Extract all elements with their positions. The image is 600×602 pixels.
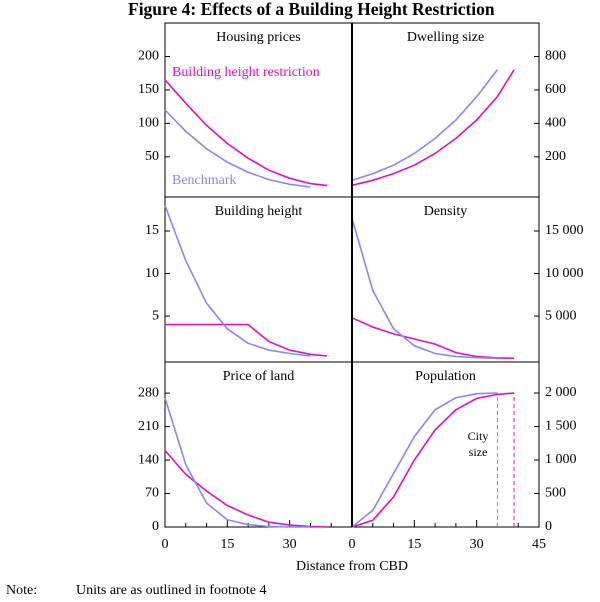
panel-title: Density	[424, 204, 468, 219]
panel-frame	[164, 361, 353, 528]
panel-frame	[351, 196, 540, 363]
x-tick-label: 15	[220, 537, 234, 552]
x-axis-label: Distance from CBD	[296, 559, 408, 574]
y-tick-label: 800	[545, 49, 566, 64]
series-line	[164, 397, 311, 528]
y-tick-label: 5	[152, 308, 159, 323]
y-tick-label: 200	[545, 149, 566, 164]
legend-label: Benchmark	[172, 173, 237, 188]
series-line	[164, 109, 311, 188]
y-tick-label: 280	[138, 385, 159, 400]
y-tick-label: 400	[545, 116, 566, 131]
series-line	[351, 69, 499, 182]
y-tick-label: 10	[145, 266, 159, 281]
y-tick-label: 70	[145, 486, 159, 501]
y-tick-label: 1 000	[545, 452, 577, 467]
x-tick-label: 30	[283, 537, 297, 552]
panel-title: Building height	[215, 204, 303, 219]
x-tick-label: 0	[349, 537, 356, 552]
y-tick-label: 0	[152, 519, 159, 534]
series-line	[351, 69, 515, 187]
annotation: City	[468, 429, 489, 443]
legend-label: Building height restriction	[172, 65, 320, 80]
y-tick-label: 500	[545, 486, 566, 501]
series-line	[165, 323, 328, 357]
y-tick-label: 140	[138, 452, 159, 467]
panel-title: Population	[415, 369, 476, 384]
y-tick-label: 50	[145, 149, 159, 164]
y-tick-label: 5 000	[545, 308, 577, 323]
y-tick-label: 200	[138, 49, 159, 64]
panel-title: Price of land	[223, 369, 295, 384]
x-tick-label: 45	[532, 537, 546, 552]
series-line	[351, 392, 498, 528]
x-tick-label: 15	[407, 537, 421, 552]
panel-frame	[164, 196, 353, 363]
y-tick-label: 210	[138, 419, 159, 434]
y-tick-label: 10 000	[545, 266, 584, 281]
x-tick-label: 0	[162, 537, 169, 552]
y-tick-label: 1 500	[545, 419, 577, 434]
y-tick-label: 0	[545, 519, 552, 534]
x-tick-label: 30	[470, 537, 484, 552]
panel-title: Dwelling size	[407, 30, 484, 45]
note-label: Note:	[6, 583, 37, 598]
series-line	[164, 449, 328, 528]
y-tick-label: 100	[138, 116, 159, 131]
annotation: size	[469, 445, 488, 459]
y-tick-label: 150	[138, 82, 159, 97]
series-line	[351, 392, 515, 528]
panel-frame	[351, 361, 540, 528]
series-line	[351, 218, 498, 360]
y-tick-label: 2 000	[545, 385, 577, 400]
series-line	[164, 79, 328, 187]
series-line	[164, 205, 311, 357]
note: Units are as outlined in footnote 4	[76, 583, 267, 598]
figure-title: Figure 4: Effects of a Building Height R…	[128, 0, 495, 19]
y-tick-label: 15	[145, 223, 159, 238]
y-tick-label: 600	[545, 82, 566, 97]
y-tick-label: 15 000	[545, 223, 584, 238]
panel-title: Housing prices	[216, 30, 300, 45]
